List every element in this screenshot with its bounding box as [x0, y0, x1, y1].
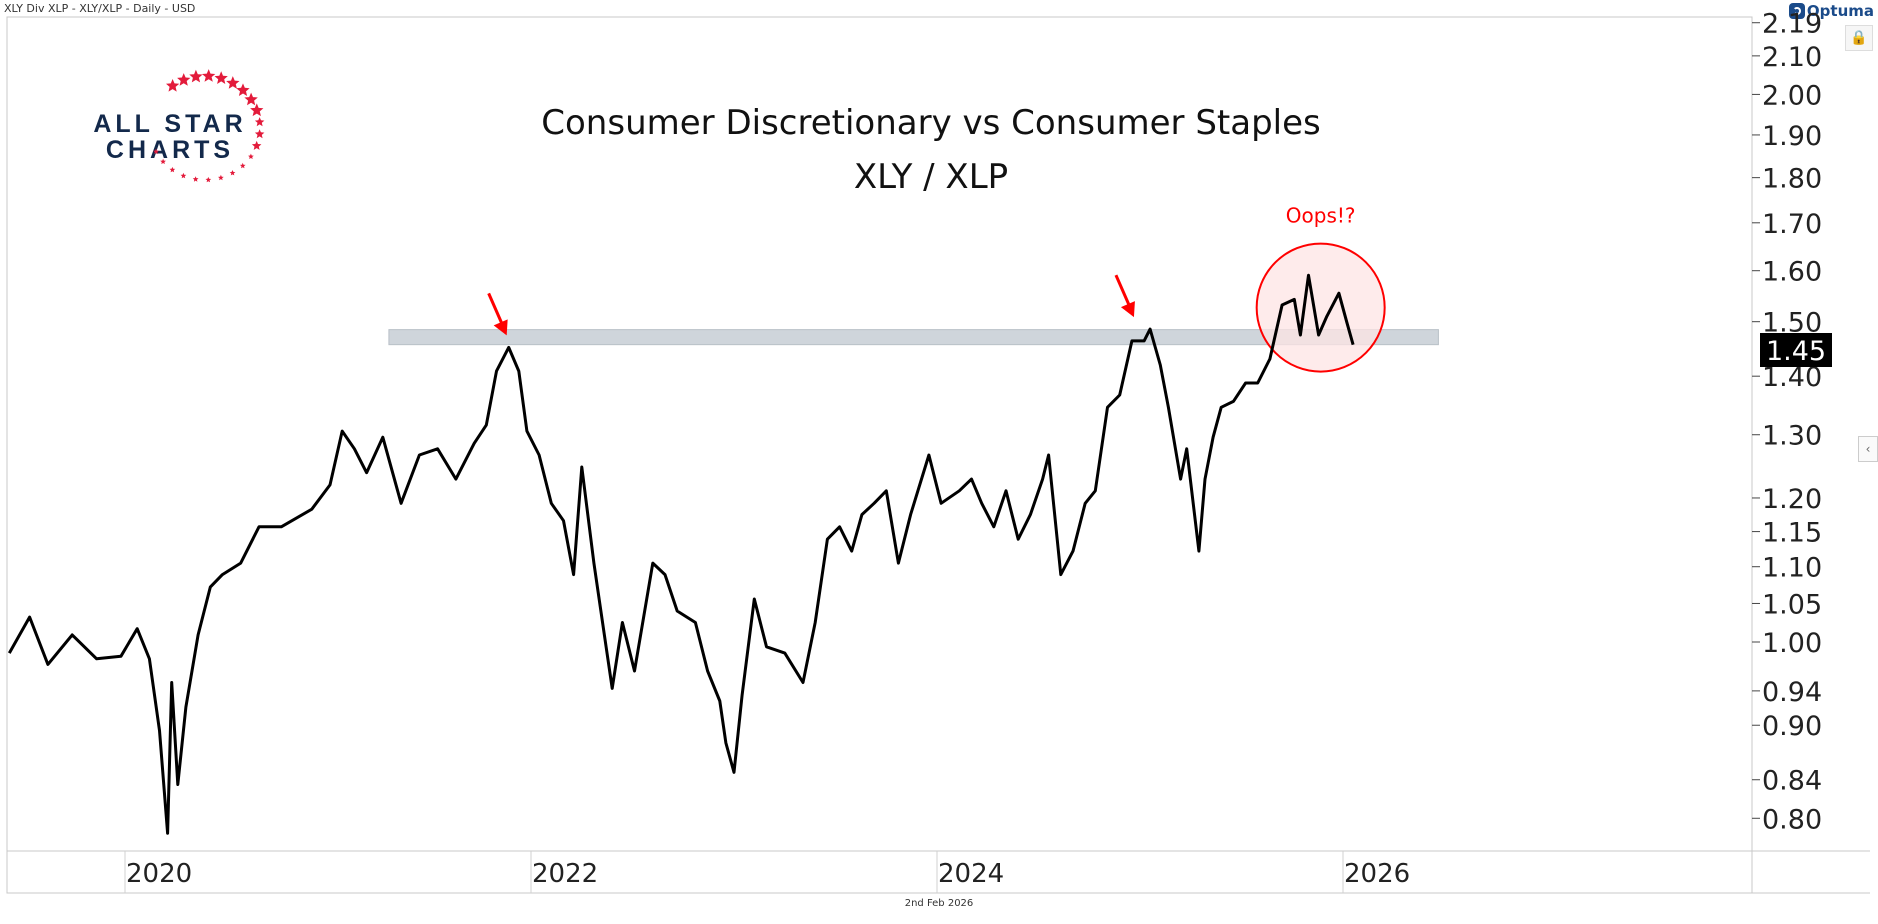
logo-star-icon: [248, 153, 254, 159]
y-tick-label: 1.70: [1762, 209, 1822, 240]
logo-star-icon: [236, 83, 250, 96]
logo-star-icon: [160, 158, 166, 165]
chart-subtitle: XLY / XLP: [854, 157, 1008, 197]
y-tick-label: 1.30: [1762, 421, 1822, 452]
logo-star-icon: [169, 166, 176, 173]
chart-title: Consumer Discretionary vs Consumer Stapl…: [541, 103, 1320, 143]
logo-star-icon: [180, 172, 187, 179]
logo-star-icon: [251, 140, 262, 150]
lock-icon: 🔒: [1850, 30, 1868, 46]
chart-header-title: XLY Div XLP - XLY/XLP - Daily - USD: [4, 2, 196, 15]
y-tick-label: 2.19: [1762, 9, 1822, 40]
logo-line2: CHARTS: [106, 136, 234, 164]
logo-star-icon: [229, 170, 236, 176]
chevron-left-icon: ‹: [1865, 442, 1871, 456]
logo-star-icon: [192, 176, 199, 182]
y-tick-label: 1.15: [1762, 518, 1822, 549]
y-tick-label: 2.10: [1762, 42, 1822, 73]
series-line-xly-xlp: [7, 273, 1355, 835]
optuma-logo: Optuma: [1788, 2, 1874, 20]
x-tick-label: 2026: [1344, 859, 1410, 889]
y-tick-label: 1.80: [1762, 164, 1822, 195]
y-tick-label: 1.00: [1762, 628, 1822, 659]
collapse-panel-button[interactable]: ‹: [1858, 436, 1878, 462]
logo-star-icon: [254, 117, 265, 127]
logo-star-icon: [205, 176, 212, 183]
red-arrow-1: [487, 292, 508, 336]
logo-star-icon: [250, 103, 264, 117]
x-tick-label: 2020: [126, 859, 192, 889]
y-tick-label: 2.00: [1762, 80, 1822, 111]
logo-line1: ALL STAR: [93, 110, 246, 138]
logo-star-icon: [189, 69, 203, 83]
resistance-band: [388, 329, 1439, 346]
oops-label: Oops!?: [1286, 204, 1356, 228]
red-arrow-2: [1114, 274, 1135, 318]
y-tick-label: 0.90: [1762, 711, 1822, 742]
logo-star-icon: [166, 79, 180, 92]
last-value-label: 1.45: [1766, 336, 1826, 367]
plot-frame: [6, 16, 1753, 894]
footer-date: 2nd Feb 2026: [904, 898, 974, 909]
chart: ALL STAR CHARTS Consumer Discretionary v…: [6, 9, 1870, 894]
lock-button[interactable]: 🔒: [1845, 25, 1873, 51]
logo-star-icon: [226, 76, 240, 89]
logo-star-icon: [177, 73, 191, 86]
logo-star-icon: [202, 69, 216, 82]
logo-star-icon: [214, 71, 228, 84]
logo-star-icon: [153, 148, 159, 155]
optuma-brand: Optuma: [1806, 2, 1874, 20]
all-star-charts-logo: ALL STAR CHARTS: [93, 69, 265, 183]
y-tick-label: 1.20: [1762, 484, 1822, 515]
logo-stars: [153, 69, 265, 183]
x-tick-label: 2022: [532, 859, 598, 889]
highlight-circle: [1255, 242, 1386, 373]
last-value-tag: 1.45: [1760, 333, 1832, 367]
logo-star-icon: [218, 174, 224, 181]
logo-star-icon: [254, 129, 265, 139]
y-tick-label: 0.80: [1762, 804, 1822, 835]
y-tick-label: 0.94: [1762, 677, 1822, 708]
y-tick-label: 1.40: [1762, 362, 1822, 393]
x-tick-label: 2024: [938, 859, 1004, 889]
y-tick-label: 1.60: [1762, 257, 1822, 288]
y-tick-label: 1.10: [1762, 553, 1822, 584]
y-tick-label: 0.84: [1762, 766, 1822, 797]
logo-star-icon: [244, 92, 258, 106]
y-tick-label: 1.90: [1762, 121, 1822, 152]
logo-star-icon: [239, 162, 246, 169]
optuma-logo-icon: [1788, 3, 1805, 19]
y-tick-label: 1.05: [1762, 589, 1822, 620]
